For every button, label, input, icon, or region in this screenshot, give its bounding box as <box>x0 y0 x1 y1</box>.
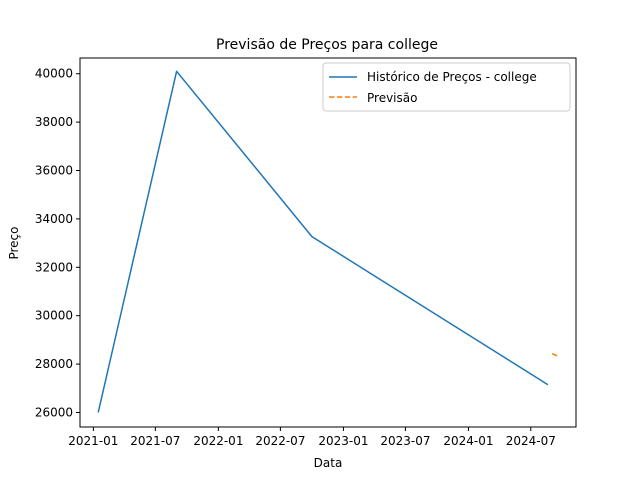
x-tick-label: 2023-01 <box>318 434 368 448</box>
plot-frame <box>79 57 577 428</box>
x-tick-label: 2023-07 <box>380 434 430 448</box>
legend-label-historico: Histórico de Preços - college <box>367 70 537 84</box>
y-tick-label: 26000 <box>35 405 73 419</box>
x-tick-label: 2022-01 <box>193 434 243 448</box>
y-axis-label: Preço <box>7 226 21 259</box>
y-tick-label: 38000 <box>35 115 73 129</box>
x-axis-label: Data <box>314 456 343 470</box>
x-axis: 2021-01 2021-07 2022-01 2022-07 2023-01 2023-… <box>68 427 556 448</box>
y-tick-label: 34000 <box>35 212 73 226</box>
x-tick-label: 2024-07 <box>506 434 556 448</box>
y-tick-label: 40000 <box>35 67 73 81</box>
x-tick-label: 2022-07 <box>255 434 305 448</box>
y-tick-label: 30000 <box>35 309 73 323</box>
series-line-historico <box>97 70 549 413</box>
legend-box <box>322 62 571 112</box>
legend-label-previsao: Previsão <box>367 91 417 105</box>
series-line-previsao <box>551 353 559 357</box>
legend: Histórico de Preços - college Previsão <box>322 62 571 112</box>
y-tick-label: 36000 <box>35 164 73 178</box>
x-tick-label: 2021-07 <box>130 434 180 448</box>
series-layer <box>97 70 559 413</box>
y-tick-label: 28000 <box>35 357 73 371</box>
y-tick-label: 32000 <box>35 260 73 274</box>
chart-title: Previsão de Preços para college <box>216 37 438 53</box>
y-axis: 26000 28000 30000 32000 34000 36000 38000 40000 <box>35 67 80 419</box>
x-tick-label: 2024-01 <box>443 434 493 448</box>
x-tick-label: 2021-01 <box>68 434 118 448</box>
